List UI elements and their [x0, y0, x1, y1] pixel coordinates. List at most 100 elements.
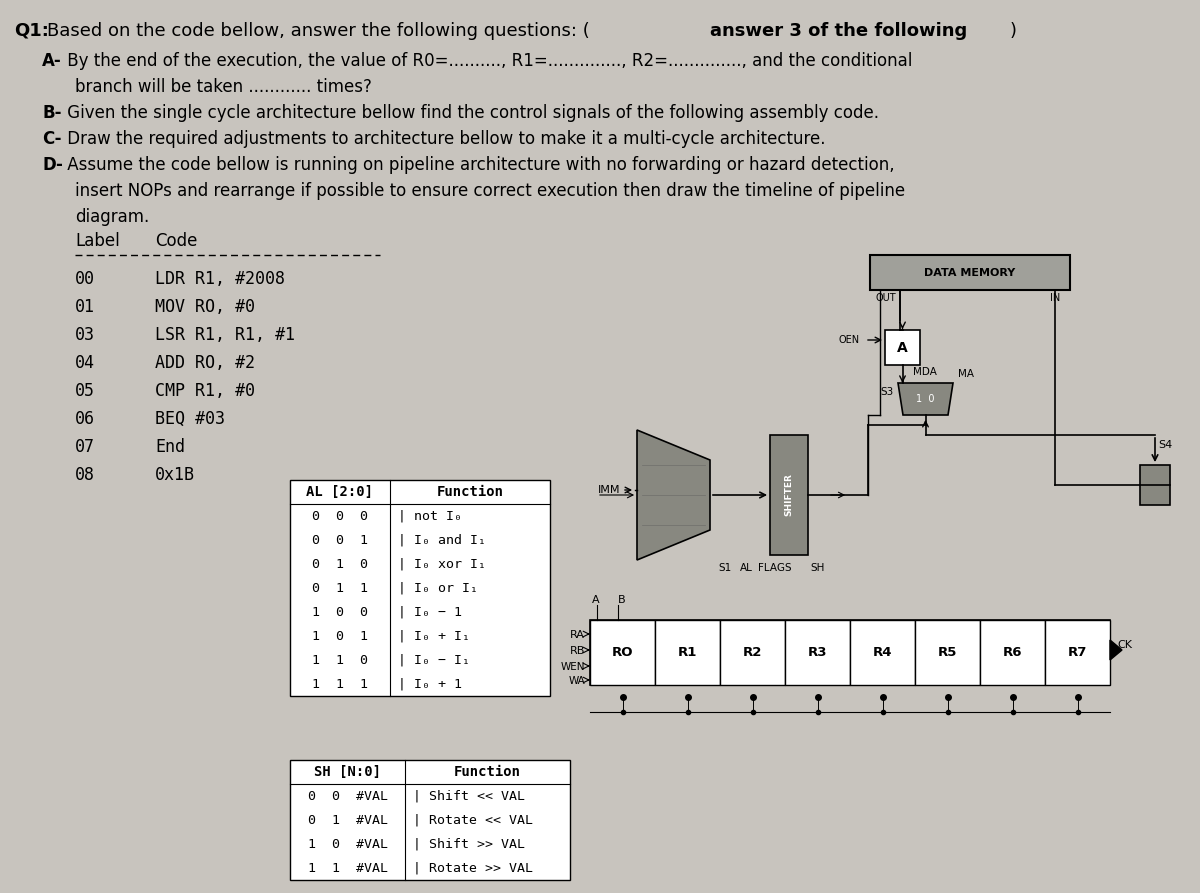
Text: BEQ #03: BEQ #03	[155, 410, 226, 428]
Text: OEN: OEN	[839, 335, 860, 345]
Bar	[720, 620, 785, 685]
Text: WEN: WEN	[560, 662, 586, 672]
Text: 00: 00	[74, 270, 95, 288]
Text: 05: 05	[74, 382, 95, 400]
Text: | I₀ xor I₁: | I₀ xor I₁	[398, 557, 486, 571]
Text: Given the single cycle architecture bellow find the control signals of the follo: Given the single cycle architecture bell…	[62, 104, 878, 122]
Text: R6: R6	[1003, 646, 1022, 659]
Text: insert NOPs and rearrange if possible to ensure correct execution then draw the : insert NOPs and rearrange if possible to…	[74, 182, 905, 200]
Text: A: A	[593, 595, 600, 605]
Text: R2: R2	[743, 646, 762, 659]
Text: S3: S3	[880, 387, 893, 397]
Text: 0  0  #VAL: 0 0 #VAL	[307, 789, 388, 803]
Text: IMM: IMM	[598, 485, 620, 495]
Bar	[980, 620, 1045, 685]
Text: Assume the code bellow is running on pipeline architecture with no forwarding or: Assume the code bellow is running on pip…	[62, 156, 895, 174]
Bar	[785, 620, 850, 685]
Bar	[870, 255, 1070, 290]
Bar	[770, 435, 808, 555]
Text: AL: AL	[740, 563, 752, 573]
Text: branch will be taken ............ times?: branch will be taken ............ times?	[74, 78, 372, 96]
Bar	[886, 330, 920, 365]
Text: 1  0  1: 1 0 1	[312, 630, 368, 642]
Text: SHIFTER: SHIFTER	[785, 473, 793, 516]
Text: End: End	[155, 438, 185, 456]
Bar	[590, 620, 655, 685]
Text: answer 3 of the following: answer 3 of the following	[710, 22, 967, 40]
Text: | I₀ or I₁: | I₀ or I₁	[398, 581, 478, 595]
Text: Based on the code bellow, answer the following questions: (: Based on the code bellow, answer the fol…	[47, 22, 589, 40]
Text: CK: CK	[1117, 640, 1132, 650]
Text: LDR R1, #2008: LDR R1, #2008	[155, 270, 286, 288]
Bar	[290, 480, 550, 696]
Text: | I₀ + I₁: | I₀ + I₁	[398, 630, 470, 642]
Bar	[590, 620, 1110, 685]
Text: CMP R1, #0: CMP R1, #0	[155, 382, 256, 400]
Text: B: B	[618, 595, 625, 605]
Text: ): )	[1010, 22, 1018, 40]
Text: | Shift >> VAL: | Shift >> VAL	[413, 838, 526, 850]
Text: 03: 03	[74, 326, 95, 344]
Text: R1: R1	[678, 646, 697, 659]
Text: SH: SH	[810, 563, 824, 573]
Text: MOV RO, #0: MOV RO, #0	[155, 298, 256, 316]
Text: C-: C-	[42, 130, 61, 148]
Text: ADD RO, #2: ADD RO, #2	[155, 354, 256, 372]
Text: RB: RB	[570, 646, 586, 656]
Text: | I₀ + 1: | I₀ + 1	[398, 678, 462, 690]
Text: 1  1  0: 1 1 0	[312, 654, 368, 666]
Text: 07: 07	[74, 438, 95, 456]
Text: MDA: MDA	[912, 367, 936, 377]
Polygon shape	[1110, 640, 1122, 660]
Text: RO: RO	[612, 646, 634, 659]
Text: R5: R5	[938, 646, 958, 659]
Text: 04: 04	[74, 354, 95, 372]
Text: 0  0  1: 0 0 1	[312, 533, 368, 547]
Text: R7: R7	[1068, 646, 1087, 659]
Text: | Rotate >> VAL: | Rotate >> VAL	[413, 862, 533, 874]
Text: Function: Function	[437, 485, 504, 499]
Text: 0  1  1: 0 1 1	[312, 581, 368, 595]
Text: Draw the required adjustments to architecture bellow to make it a multi-cycle ar: Draw the required adjustments to archite…	[62, 130, 826, 148]
Text: 1  0  #VAL: 1 0 #VAL	[307, 838, 388, 850]
Text: S1: S1	[718, 563, 731, 573]
Text: IN: IN	[1050, 293, 1061, 303]
Text: OUT: OUT	[875, 293, 895, 303]
Text: 01: 01	[74, 298, 95, 316]
Text: | Shift << VAL: | Shift << VAL	[413, 789, 526, 803]
Bar	[290, 760, 570, 880]
Bar	[1140, 465, 1170, 505]
Bar	[916, 620, 980, 685]
Text: Label: Label	[74, 232, 120, 250]
Text: By the end of the execution, the value of R0=.........., R1=.............., R2=.: By the end of the execution, the value o…	[62, 52, 912, 70]
Text: A-: A-	[42, 52, 61, 70]
Text: 1  0  0: 1 0 0	[312, 605, 368, 619]
Text: AL [2:0]: AL [2:0]	[306, 485, 373, 499]
Text: LSR R1, R1, #1: LSR R1, R1, #1	[155, 326, 295, 344]
Text: | not I₀: | not I₀	[398, 510, 462, 522]
Text: | I₀ and I₁: | I₀ and I₁	[398, 533, 486, 547]
Text: 06: 06	[74, 410, 95, 428]
Text: RA: RA	[570, 630, 586, 640]
Text: SH [N:0]: SH [N:0]	[314, 765, 382, 779]
Text: R4: R4	[872, 646, 893, 659]
Text: MA: MA	[958, 369, 974, 379]
Polygon shape	[898, 383, 953, 415]
Text: WA: WA	[569, 676, 586, 686]
Text: FLAGS: FLAGS	[758, 563, 792, 573]
Polygon shape	[637, 430, 710, 560]
Text: | Rotate << VAL: | Rotate << VAL	[413, 814, 533, 827]
Text: Q1:: Q1:	[14, 22, 49, 40]
Text: 0x1B: 0x1B	[155, 466, 194, 484]
Text: 0  0  0: 0 0 0	[312, 510, 368, 522]
Text: 1  1  #VAL: 1 1 #VAL	[307, 862, 388, 874]
Text: 0  1  0: 0 1 0	[312, 557, 368, 571]
Text: R3: R3	[808, 646, 827, 659]
Bar	[1045, 620, 1110, 685]
Text: Function: Function	[454, 765, 521, 779]
Text: A: A	[898, 340, 908, 355]
Text: D-: D-	[42, 156, 62, 174]
Text: | I₀ − 1: | I₀ − 1	[398, 605, 462, 619]
Bar	[655, 620, 720, 685]
Text: 1  0: 1 0	[917, 394, 935, 404]
